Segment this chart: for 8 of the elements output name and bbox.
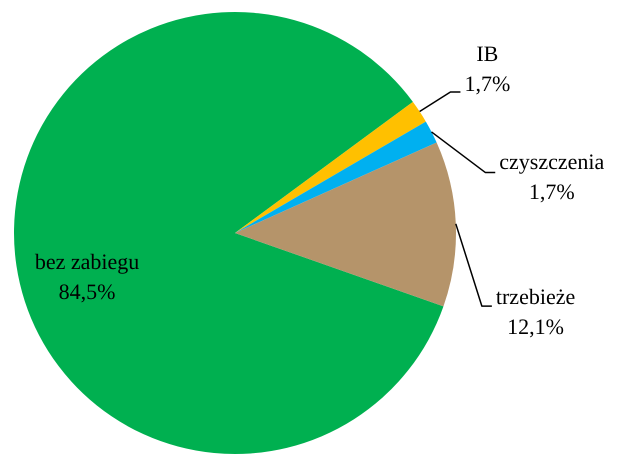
- slice-label: IB: [476, 40, 498, 66]
- slice-label: czyszczenia: [499, 149, 605, 174]
- slice-label: bez zabiegu: [34, 249, 140, 274]
- data-label: 1,7%: [464, 70, 510, 96]
- data-label: 12,1%: [507, 314, 564, 339]
- data-label: 84,5%: [58, 279, 116, 304]
- slice-label: trzebieże: [496, 284, 576, 309]
- data-label: 1,7%: [528, 179, 575, 204]
